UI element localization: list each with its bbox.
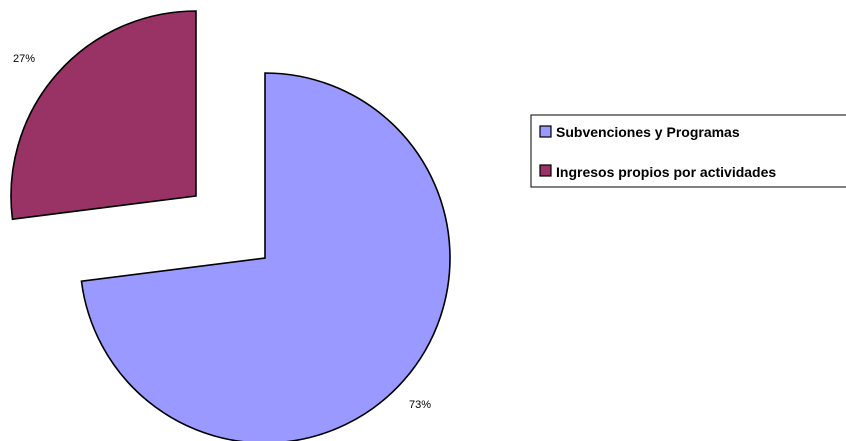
legend-label-subvenciones: Subvenciones y Programas xyxy=(556,124,740,140)
legend-frame xyxy=(530,114,846,188)
legend-item-ingresos: Ingresos propios por actividades xyxy=(539,164,776,180)
legend-swatch-ingresos xyxy=(539,164,552,177)
pie-data-labels: 73% 27% xyxy=(13,53,431,411)
legend: Subvenciones y Programas Ingresos propio… xyxy=(530,114,846,188)
pie-slices xyxy=(10,10,451,441)
legend-label-ingresos: Ingresos propios por actividades xyxy=(556,164,776,180)
pie-slice-subvenciones xyxy=(80,72,451,441)
pie-slice-ingresos xyxy=(10,10,197,221)
data-label-subvenciones: 73% xyxy=(409,399,431,411)
legend-item-subvenciones: Subvenciones y Programas xyxy=(539,124,740,140)
data-label-ingresos: 27% xyxy=(13,53,35,65)
legend-swatch-subvenciones xyxy=(539,125,552,138)
